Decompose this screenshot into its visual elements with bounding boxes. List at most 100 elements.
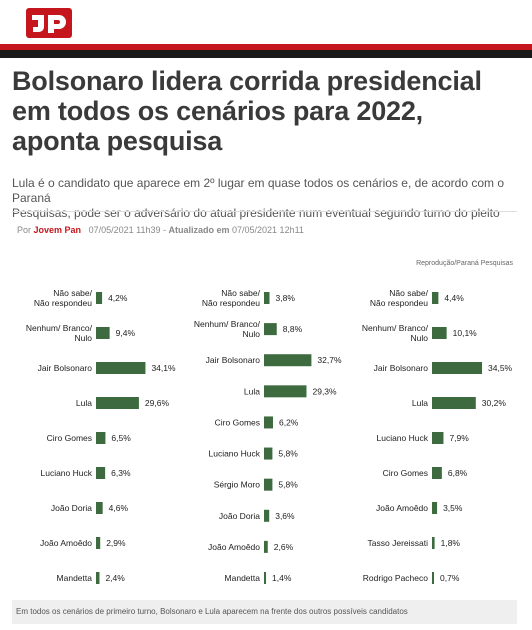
category-label-line: Nulo xyxy=(243,329,261,339)
bar xyxy=(432,362,483,374)
category-label: Rodrigo Pacheco xyxy=(363,573,428,583)
value-label: 9,4% xyxy=(116,328,136,338)
updated-date: 07/05/2021 12h11 xyxy=(232,225,304,235)
category-label-line: João Doria xyxy=(219,511,260,521)
byline-separator: - xyxy=(160,225,169,235)
category-label-line: Luciano Huck xyxy=(208,449,260,459)
value-label: 1,8% xyxy=(441,538,461,548)
category-label: Sérgio Moro xyxy=(214,480,261,490)
category-label-line: Não respondeu xyxy=(202,298,260,308)
category-label: Luciano Huck xyxy=(40,468,92,478)
category-label-line: Nenhum/ Branco/ xyxy=(26,323,93,333)
category-label: Não sabe/Não respondeu xyxy=(202,288,261,308)
category-label: Ciro Gomes xyxy=(383,468,428,478)
category-label-line: Jair Bolsonaro xyxy=(374,363,429,373)
bar xyxy=(432,537,435,549)
category-label: Lula xyxy=(76,398,92,408)
value-label: 34,1% xyxy=(151,363,176,373)
category-label: Ciro Gomes xyxy=(215,417,260,427)
bar xyxy=(264,292,270,304)
image-credit: Reprodução/Paraná Pesquisas xyxy=(416,260,513,267)
category-label-line: Não sabe/ xyxy=(53,288,92,298)
category-label: Luciano Huck xyxy=(376,433,428,443)
category-label: Lula xyxy=(412,398,428,408)
category-label-line: Lula xyxy=(76,398,92,408)
value-label: 4,6% xyxy=(109,503,129,513)
category-label-line: Mandetta xyxy=(225,573,261,583)
category-label: Mandetta xyxy=(57,573,93,583)
category-label-line: Tasso Jereissati xyxy=(368,538,429,548)
category-label-line: Sérgio Moro xyxy=(214,480,261,490)
jovem-pan-logo[interactable] xyxy=(26,8,72,38)
bar xyxy=(264,354,312,367)
category-label: João Amoêdo xyxy=(40,538,92,548)
bar xyxy=(96,467,106,479)
category-label: Jair Bolsonaro xyxy=(206,355,261,365)
value-label: 32,7% xyxy=(317,355,342,365)
category-label: João Amoêdo xyxy=(376,503,428,513)
category-label: João Doria xyxy=(219,511,260,521)
author-link[interactable]: Jovem Pan xyxy=(33,225,82,235)
value-label: 1,4% xyxy=(272,573,292,583)
value-label: 2,9% xyxy=(106,538,126,548)
category-label: Jair Bolsonaro xyxy=(38,363,93,373)
bar xyxy=(96,327,110,339)
bar xyxy=(264,540,268,553)
bar xyxy=(96,292,103,304)
bar xyxy=(432,327,447,339)
bar-chart-svg: Não sabe/Não respondeu 4,4% Nenhum/ Branco… xyxy=(362,288,513,584)
category-label-line: Ciro Gomes xyxy=(383,468,428,478)
category-label-line: Luciano Huck xyxy=(40,468,92,478)
value-label: 6,5% xyxy=(111,433,131,443)
article-subtitle-line: Lula é o candidato que aparece em 2º lug… xyxy=(12,176,505,205)
bar xyxy=(432,572,434,584)
value-label: 2,6% xyxy=(274,542,294,552)
article-subtitle: Lula é o candidato que aparece em 2º lug… xyxy=(12,176,517,221)
category-label-line: Lula xyxy=(412,398,428,408)
category-label-line: Mandetta xyxy=(57,573,93,583)
value-label: 0,7% xyxy=(440,573,460,583)
category-label-line: Luciano Huck xyxy=(376,433,428,443)
category-label-line: Não respondeu xyxy=(34,298,92,308)
value-label: 29,3% xyxy=(312,386,337,396)
bar-chart-svg: Não sabe/Não respondeu 4,2% Nenhum/ Branco… xyxy=(26,288,176,584)
category-label: Tasso Jereissati xyxy=(368,538,429,548)
bar xyxy=(96,432,106,444)
published-date: 07/05/2021 11h39 xyxy=(88,225,161,235)
value-label: 7,9% xyxy=(449,433,469,443)
value-label: 3,6% xyxy=(275,511,295,521)
category-label-line: Lula xyxy=(244,386,260,396)
category-label-line: Jair Bolsonaro xyxy=(38,363,93,373)
category-label: Nenhum/ Branco/Nulo xyxy=(194,319,261,339)
category-label-line: João Amoêdo xyxy=(376,503,428,513)
bar xyxy=(96,537,101,549)
value-label: 34,5% xyxy=(488,363,513,373)
value-label: 10,1% xyxy=(453,328,478,338)
category-label-line: João Amoêdo xyxy=(208,542,260,552)
header-dark-bar xyxy=(0,50,532,58)
bar-chart-svg: Não sabe/Não respondeu 3,8% Nenhum/ Branco… xyxy=(194,288,342,584)
bar xyxy=(96,572,100,584)
category-label-line: Não sabe/ xyxy=(389,288,428,298)
figure-caption: Em todos os cenários de primeiro turno, … xyxy=(16,607,408,616)
divider xyxy=(12,211,517,212)
bar xyxy=(96,502,103,514)
article-title-line: em todos os cenários para 2022, xyxy=(12,96,423,126)
category-label: Nenhum/ Branco/Nulo xyxy=(362,323,429,343)
category-label-line: Ciro Gomes xyxy=(47,433,92,443)
bar xyxy=(264,509,270,522)
bar xyxy=(264,447,273,460)
category-label-line: Nenhum/ Branco/ xyxy=(362,323,429,333)
value-label: 4,4% xyxy=(444,293,464,303)
bar xyxy=(432,432,444,444)
category-label: Luciano Huck xyxy=(208,449,260,459)
article-title-line: aponta pesquisa xyxy=(12,126,223,156)
site-header xyxy=(0,0,532,44)
bar xyxy=(432,467,442,479)
category-label-line: João Doria xyxy=(51,503,92,513)
scenario-chart-3: Não sabe/Não respondeu 4,4% Nenhum/ Branco… xyxy=(348,253,517,595)
value-label: 8,8% xyxy=(283,324,303,334)
category-label: Jair Bolsonaro xyxy=(374,363,429,373)
value-label: 30,2% xyxy=(482,398,507,408)
category-label: Ciro Gomes xyxy=(47,433,92,443)
